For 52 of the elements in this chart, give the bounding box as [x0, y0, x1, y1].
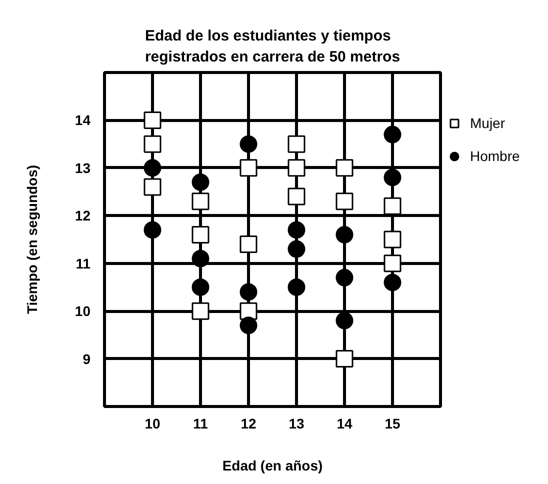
point	[384, 254, 402, 272]
point	[384, 197, 402, 215]
x-tick-label: 12	[240, 416, 256, 432]
point	[144, 159, 162, 177]
point	[240, 283, 258, 301]
point	[384, 274, 402, 292]
point	[288, 188, 306, 206]
point	[336, 159, 354, 177]
point	[336, 192, 354, 210]
y-tick-label: 14	[74, 112, 91, 128]
legend-label: Mujer	[470, 115, 506, 131]
x-tick-label: 15	[384, 416, 400, 432]
y-tick-label: 11	[76, 255, 91, 272]
x-tick-label: 14	[336, 416, 352, 432]
point	[384, 126, 402, 144]
y-tick-label: 12	[74, 208, 91, 224]
point	[240, 159, 258, 177]
legend-label: Hombre	[470, 148, 520, 164]
point	[384, 230, 402, 248]
point	[144, 111, 162, 129]
point	[336, 226, 354, 244]
x-axis-title: Edad (en años)	[222, 458, 323, 474]
point	[192, 174, 210, 191]
point	[288, 240, 306, 258]
point	[240, 316, 258, 334]
point	[144, 221, 162, 239]
x-tick-label: 13	[288, 416, 304, 432]
x-tick-label: 11	[193, 416, 208, 432]
point	[288, 135, 306, 153]
y-tick-label: 10	[74, 303, 91, 320]
point	[288, 159, 306, 177]
y-tick-label: 9	[82, 350, 91, 367]
point	[288, 221, 306, 239]
x-tick-label: 10	[144, 416, 160, 432]
point	[288, 278, 306, 296]
point	[192, 278, 210, 296]
y-tick-label: 13	[74, 160, 91, 176]
point	[336, 312, 354, 330]
point	[144, 135, 162, 153]
point	[192, 250, 210, 268]
point	[336, 350, 354, 368]
y-axis-title: Tiempo (en segundos)	[24, 164, 40, 314]
point	[336, 268, 354, 286]
point	[192, 226, 210, 244]
point	[240, 135, 258, 153]
point	[192, 302, 210, 320]
point	[192, 192, 210, 210]
chart-title: Edad de los estudiantes y tiempos registrados en carrera de 50 metros	[144, 27, 400, 66]
point	[240, 236, 258, 254]
point	[240, 302, 258, 320]
point	[384, 168, 402, 186]
point	[144, 178, 162, 196]
